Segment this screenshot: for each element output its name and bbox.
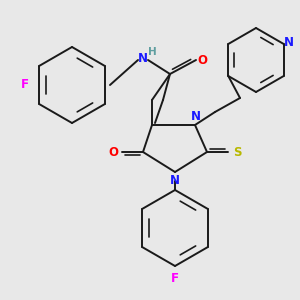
Text: N: N xyxy=(170,175,180,188)
Text: S: S xyxy=(233,146,241,158)
Text: N: N xyxy=(191,110,201,124)
Text: N: N xyxy=(138,52,148,64)
Text: O: O xyxy=(197,53,207,67)
Text: H: H xyxy=(148,47,156,57)
Text: N: N xyxy=(284,35,294,49)
Text: F: F xyxy=(21,79,29,92)
Text: F: F xyxy=(171,272,179,285)
Text: O: O xyxy=(108,146,118,158)
